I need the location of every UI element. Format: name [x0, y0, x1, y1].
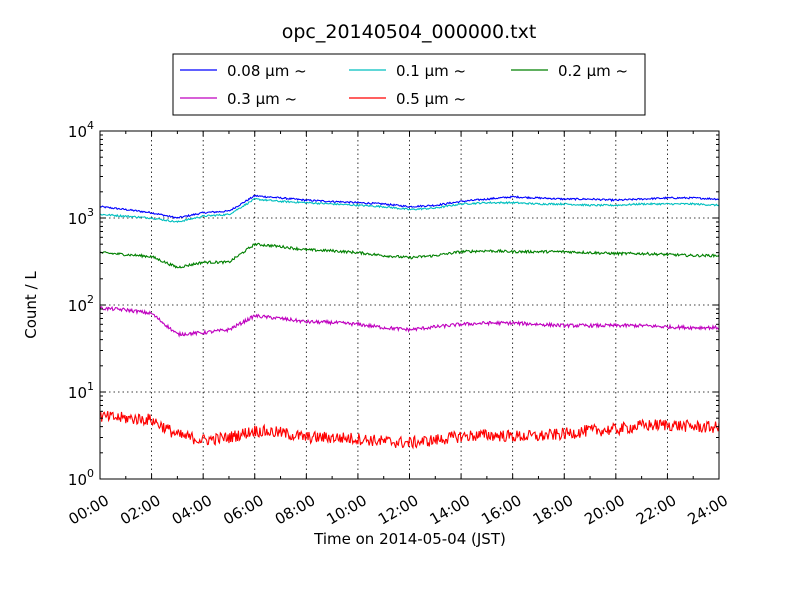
series-line-3	[99, 305, 720, 338]
series-lines	[99, 194, 720, 450]
legend-box	[172, 53, 646, 116]
series-line-2	[99, 242, 720, 269]
chart-title: opc_20140504_000000.txt	[282, 21, 537, 43]
legend-label-4: 0.5 μm ~	[396, 90, 466, 108]
legend-label-2: 0.2 μm ~	[558, 62, 628, 80]
series-line-0	[99, 194, 720, 220]
y-axis-label: Count / L	[22, 271, 40, 339]
y-tick-labels: 100 101 102 103 104	[68, 119, 94, 489]
y-tick-label: 103	[68, 206, 94, 228]
legend: 0.08 μm ~ 0.1 μm ~ 0.2 μm ~ 0.3 μm ~ 0.5 μm …	[172, 53, 646, 116]
y-tick-label: 104	[68, 119, 94, 141]
y-tick-label: 100	[68, 467, 94, 489]
legend-label-1: 0.1 μm ~	[396, 62, 466, 80]
x-axis-label: Time on 2014-05-04 (JST)	[313, 530, 506, 548]
series-line-1	[99, 197, 720, 224]
legend-label-3: 0.3 μm ~	[227, 90, 297, 108]
legend-label-0: 0.08 μm ~	[227, 62, 307, 80]
y-tick-label: 101	[68, 380, 94, 402]
axis-ticks	[99, 130, 720, 480]
series-line-4	[99, 411, 720, 450]
y-tick-label: 102	[68, 293, 94, 315]
